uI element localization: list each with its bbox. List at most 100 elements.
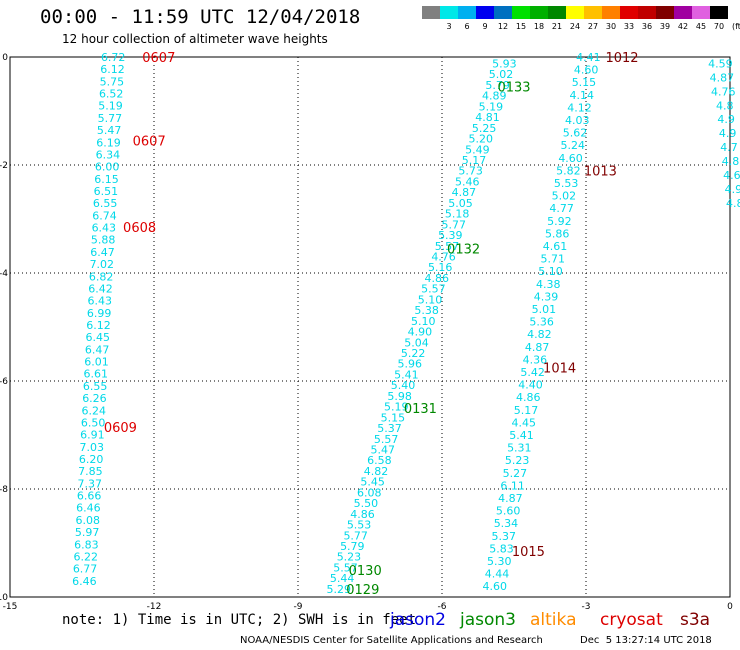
swh-value: 4.89 [482, 90, 507, 103]
swh-value: 5.57 [435, 240, 460, 253]
swh-value: 5.53 [554, 177, 579, 190]
x-tick-label: -15 [3, 602, 18, 612]
swh-value: 6.99 [87, 307, 112, 320]
swh-value: 5.10 [418, 293, 443, 306]
swh-value: 6.72 [101, 51, 126, 64]
scale-label: 27 [587, 22, 599, 31]
swh-value: 6.43 [88, 295, 113, 308]
swh-value: 5.30 [487, 555, 512, 568]
scale-label: 21 [551, 22, 563, 31]
swh-value: 5.18 [445, 208, 470, 221]
scale-swatch [674, 6, 692, 19]
swh-value: 5.97 [75, 526, 100, 539]
scale-label: 39 [659, 22, 671, 31]
swh-value: 4.8 [716, 99, 734, 112]
swh-value: 5.86 [545, 227, 570, 240]
scale-swatch [422, 6, 440, 19]
swh-value: 4.61 [543, 240, 568, 253]
swh-value: 5.46 [455, 175, 480, 188]
scale-swatch [512, 6, 530, 19]
swh-value: 5.47 [97, 124, 122, 137]
swh-value: 5.16 [428, 261, 453, 274]
swh-value: 5.62 [563, 127, 588, 140]
pass-label: 0609 [104, 421, 137, 436]
swh-value: 4.8 [726, 197, 740, 210]
swh-value: 6.08 [357, 486, 382, 499]
swh-value: 5.77 [98, 112, 123, 125]
swh-value: 4.76 [431, 250, 456, 263]
swh-value: 5.79 [340, 540, 365, 553]
credit-line: NOAA/NESDIS Center for Satellite Applica… [240, 635, 543, 646]
swh-value: 4.81 [475, 111, 500, 124]
swh-value: 6.52 [99, 88, 124, 101]
x-tick-label: -12 [147, 602, 162, 612]
swh-value: 4.39 [534, 290, 559, 303]
swh-value: 6.58 [367, 454, 392, 467]
swh-value: 5.88 [91, 234, 116, 247]
swh-value: 5.98 [387, 390, 412, 403]
swh-value: 6.47 [90, 246, 115, 259]
swh-value: 6.82 [89, 270, 114, 283]
scale-swatch [476, 6, 494, 19]
scale-label: 12 [497, 22, 509, 31]
scale-swatch [458, 6, 476, 19]
swh-value: 5.02 [489, 68, 514, 81]
swh-value: 5.57 [374, 433, 399, 446]
x-tick-label: -9 [294, 602, 303, 612]
swh-value: 6.22 [73, 550, 98, 563]
swh-value: 5.71 [540, 253, 565, 266]
scale-swatch [584, 6, 602, 19]
swh-value: 5.02 [552, 190, 577, 203]
pass-label: 0133 [497, 81, 530, 96]
swh-value: 4.7 [720, 141, 738, 154]
chart-title: 00:00 - 11:59 UTC 12/04/2018 [40, 6, 361, 28]
swh-value: 5.96 [398, 358, 423, 371]
swh-value: 5.50 [354, 497, 379, 510]
swh-value: 5.93 [492, 57, 517, 70]
x-tick-label: 0 [727, 602, 733, 612]
scale-swatch [548, 6, 566, 19]
swh-value: 5.49 [465, 143, 490, 156]
swh-value: 4.44 [485, 568, 510, 581]
swh-value: 6.12 [100, 63, 125, 76]
swh-value: 4.40 [518, 379, 543, 392]
swh-value: 6.51 [94, 185, 119, 198]
legend-altika: altika [530, 610, 577, 630]
swh-value: 5.22 [401, 347, 426, 360]
swh-value: 5.04 [404, 336, 429, 349]
swh-value: 5.27 [503, 467, 528, 480]
swh-value: 4.60 [574, 64, 599, 77]
swh-value: 6.11 [500, 479, 525, 492]
swh-value: 4.82 [364, 465, 389, 478]
swh-value: 6.12 [86, 319, 111, 332]
scale-label: 15 [515, 22, 527, 31]
scale-swatch [692, 6, 710, 19]
swh-value: 5.39 [438, 229, 463, 242]
y-tick-label: -6 [0, 377, 8, 387]
scale-label: 36 [641, 22, 653, 31]
swh-value: 4.87 [710, 71, 735, 84]
swh-value: 5.73 [458, 165, 483, 178]
swh-value: 5.15 [572, 76, 597, 89]
footer-note: note: 1) Time is in UTC; 2) SWH is in fe… [62, 612, 417, 628]
swh-value: 5.23 [505, 454, 530, 467]
swh-value: 7.03 [80, 441, 105, 454]
legend-s3a: s3a [680, 610, 711, 630]
pass-label: 1013 [584, 164, 617, 179]
pass-label: 1012 [605, 51, 638, 66]
scale-label: 6 [464, 22, 470, 31]
swh-value: 5.40 [391, 379, 416, 392]
swh-value: 5.34 [494, 517, 519, 530]
swh-value: 5.23 [337, 551, 362, 564]
y-tick-label: 0 [2, 53, 8, 63]
swh-value: 6.46 [76, 502, 101, 515]
swh-value: 5.42 [520, 366, 545, 379]
swh-value: 4.86 [516, 391, 541, 404]
swh-value: 6.55 [93, 197, 118, 210]
scale-swatch [620, 6, 638, 19]
scale-label: 9 [482, 22, 488, 31]
swh-value: 4.60 [483, 580, 508, 593]
swh-value: 5.83 [489, 542, 514, 555]
swh-value: 5.17 [514, 404, 539, 417]
